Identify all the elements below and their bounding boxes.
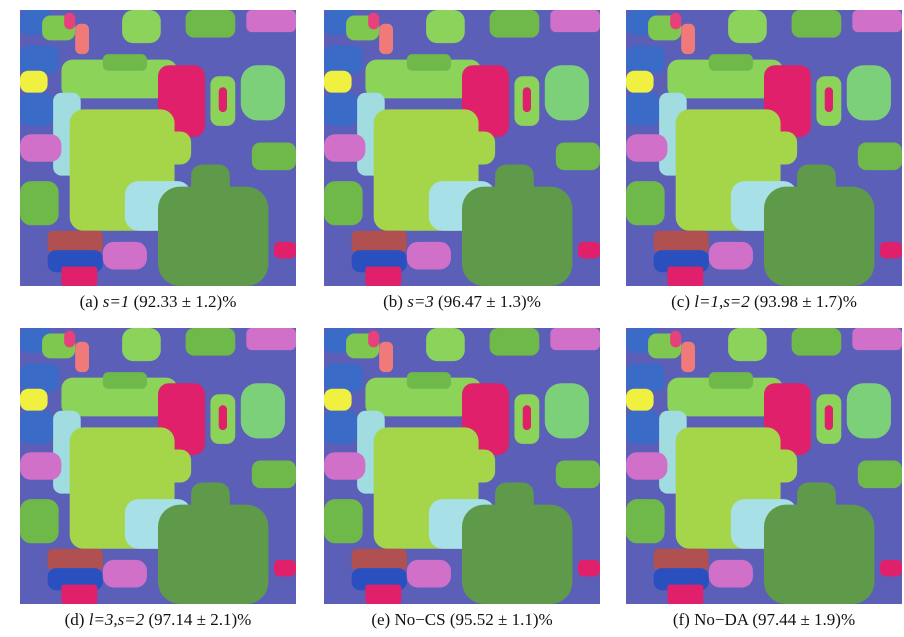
classification-map (18, 10, 298, 286)
label: (e) (371, 610, 390, 629)
label: (d) (65, 610, 85, 629)
figure: {"panels": [ {"label": "(a)", "setting":… (0, 0, 904, 637)
classification-map (624, 328, 904, 604)
panel: (d) l=3,s=2 (97.14 ± 2.1)% (18, 328, 298, 630)
caption: (d) l=3,s=2 (97.14 ± 2.1)% (18, 610, 298, 630)
caption: (a) s=1 (92.33 ± 1.2)% (18, 292, 298, 312)
panel: (c) l=1,s=2 (93.98 ± 1.7)% (624, 10, 904, 312)
accuracy: (92.33 ± 1.2)% (134, 292, 237, 311)
label: (b) (383, 292, 403, 311)
accuracy: (93.98 ± 1.7)% (754, 292, 857, 311)
panel: (b) s=3 (96.47 ± 1.3)% (322, 10, 602, 312)
setting: No−DA (694, 610, 748, 629)
classification-map (624, 10, 904, 286)
label: (f) (673, 610, 690, 629)
caption: (f) No−DA (97.44 ± 1.9)% (624, 610, 904, 630)
panel: (f) No−DA (97.44 ± 1.9)% (624, 328, 904, 630)
accuracy: (97.14 ± 2.1)% (149, 610, 252, 629)
classification-map (18, 328, 298, 604)
accuracy: (96.47 ± 1.3)% (438, 292, 541, 311)
setting: l=1,s=2 (694, 292, 750, 311)
setting: No−CS (394, 610, 445, 629)
label: (c) (671, 292, 690, 311)
setting: s=1 (103, 292, 130, 311)
accuracy: (97.44 ± 1.9)% (752, 610, 855, 629)
setting: s=3 (407, 292, 434, 311)
setting: l=3,s=2 (89, 610, 145, 629)
classification-map (322, 10, 602, 286)
accuracy: (95.52 ± 1.1)% (450, 610, 553, 629)
caption: (c) l=1,s=2 (93.98 ± 1.7)% (624, 292, 904, 312)
classification-map (322, 328, 602, 604)
caption: (b) s=3 (96.47 ± 1.3)% (322, 292, 602, 312)
label: (a) (80, 292, 99, 311)
panel: (e) No−CS (95.52 ± 1.1)% (322, 328, 602, 630)
caption: (e) No−CS (95.52 ± 1.1)% (322, 610, 602, 630)
panel: (a) s=1 (92.33 ± 1.2)% (18, 10, 298, 312)
